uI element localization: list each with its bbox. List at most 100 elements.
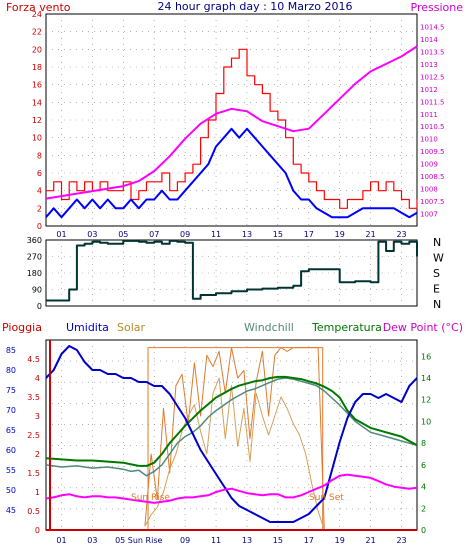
pressure-tick-label: 1009.5 (420, 148, 445, 156)
wind-tick-label: 24 (32, 10, 42, 19)
temp-tick-label: 6 (421, 461, 426, 470)
pressure-tick-label: 1008 (420, 186, 438, 194)
rain-tick-label: 4 (35, 374, 40, 383)
rain-tick-label: 2.5 (27, 431, 40, 440)
temp-tick-label: 12 (421, 396, 431, 405)
wind-x-tick-label: 11 (211, 230, 221, 239)
climate-x-tick-label: 15 (273, 536, 283, 545)
wind-x-tick-label: 03 (87, 230, 97, 239)
rain-tick-label: 3 (35, 412, 40, 421)
humidity-tick-label: 45 (6, 506, 16, 515)
wind-tick-label: 18 (32, 63, 42, 72)
windchill-line (45, 377, 418, 477)
dewpoint-axis-label: Dew Point (°C) (383, 321, 463, 334)
compass-label: N (433, 298, 441, 311)
climate-x-tick-label: 11 (211, 536, 221, 545)
pressure-tick-label: 1010.5 (420, 123, 445, 131)
rain-tick-label: 0.5 (27, 507, 40, 516)
solar-line (144, 377, 325, 531)
pressure-tick-label: 1013.5 (420, 48, 445, 56)
compass-label: N (433, 236, 441, 249)
humidity-tick-label: 60 (6, 446, 16, 455)
temperature-line (45, 375, 418, 467)
rain-tick-label: 1.5 (27, 469, 40, 478)
dewpoint-line (45, 473, 418, 504)
solar-max-line (144, 347, 325, 531)
wind-tick-label: 2 (37, 204, 42, 213)
pressure-tick-label: 1014.5 (420, 23, 445, 31)
windchill-axis-label: Windchill (244, 321, 294, 334)
wind-tick-label: 22 (32, 28, 42, 37)
climate-x-tick-label: 09 (180, 536, 190, 545)
wind-x-tick-label: 23 (396, 230, 406, 239)
chart-title: 24 hour graph day : 10 Marzo 2016 (157, 0, 352, 13)
rain-tick-label: 3.5 (27, 393, 40, 402)
wind-tick-label: 16 (32, 81, 42, 90)
wind-direction-line (46, 239, 418, 302)
climate-x-tick-label: 01 (56, 536, 66, 545)
pressure-tick-label: 1009 (420, 161, 438, 169)
wind-tick-label: 10 (32, 134, 42, 143)
climate-x-tick-label: 23 (396, 536, 406, 545)
panel-frame-1 (45, 13, 418, 227)
compass-label: S (433, 267, 440, 280)
temp-tick-label: 2 (421, 504, 426, 513)
pressure-axis-label: Pressione (411, 1, 464, 14)
compass-label: W (433, 252, 444, 265)
humidity-line (45, 345, 418, 523)
pressure-tick-label: 1007 (420, 211, 438, 219)
pressure-tick-label: 1013 (420, 61, 438, 69)
wind-tick-label: 20 (32, 45, 42, 54)
pressure-tick-label: 1011 (420, 111, 438, 119)
wind-tick-label: 8 (37, 151, 42, 160)
panel-frame-3 (45, 339, 418, 531)
wind-tick-label: 12 (32, 116, 42, 125)
series-layer (45, 45, 418, 531)
humidity-tick-label: 85 (6, 346, 16, 355)
humidity-tick-label: 55 (6, 466, 16, 475)
humidity-tick-label: 65 (6, 426, 16, 435)
sunrise-sunset-bracket (147, 347, 324, 530)
humidity-tick-label: 75 (6, 386, 16, 395)
panel-frame-2 (45, 239, 418, 307)
climate-x-tick-label: 03 (87, 536, 97, 545)
compass-label: E (433, 283, 440, 296)
rain-tick-label: 2 (35, 450, 40, 459)
wind-speed-line (45, 127, 418, 219)
wind-tick-label: 14 (32, 98, 42, 107)
temp-tick-label: 16 (421, 352, 431, 361)
direction-tick-label: 270 (27, 253, 42, 262)
pressure-tick-label: 1011.5 (420, 98, 445, 106)
temp-tick-label: 4 (421, 483, 426, 492)
humidity-tick-label: 70 (6, 406, 16, 415)
humidity-axis-label: Umidita (66, 321, 109, 334)
pressure-line (45, 45, 418, 200)
wind-x-tick-label: 07 (149, 230, 159, 239)
wind-x-tick-label: 19 (335, 230, 345, 239)
pressure-tick-label: 1010 (420, 136, 438, 144)
wind-tick-label: 6 (37, 169, 42, 178)
pressure-tick-label: 1012.5 (420, 73, 445, 81)
wind-x-tick-label: 09 (180, 230, 190, 239)
climate-x-tick-label: 19 (335, 536, 345, 545)
climate-x-tick-label: 21 (366, 536, 376, 545)
direction-tick-label: 90 (32, 286, 42, 295)
humidity-tick-label: 50 (6, 486, 16, 495)
climate-x-tick-label: 13 (242, 536, 252, 545)
direction-tick-label: 180 (27, 269, 42, 278)
wind-tick-label: 4 (37, 187, 42, 196)
wind-x-tick-label: 15 (273, 230, 283, 239)
temp-tick-label: 14 (421, 374, 431, 383)
panel-backgrounds (45, 13, 418, 531)
climate-x-tick-label: 05 Sun Rise (115, 536, 162, 545)
wind-gust-line (46, 48, 418, 209)
rain-axis-label: Pioggia (2, 321, 42, 334)
humidity-tick-label: 80 (6, 366, 16, 375)
solar-axis-label: Solar (117, 321, 146, 334)
wind-x-tick-label: 01 (56, 230, 66, 239)
temperature-axis-label: Temperatura (311, 321, 382, 334)
wind-axis-label: Forza vento (6, 1, 71, 14)
rain-tick-label: 0 (35, 526, 40, 535)
direction-tick-label: 0 (37, 302, 42, 311)
